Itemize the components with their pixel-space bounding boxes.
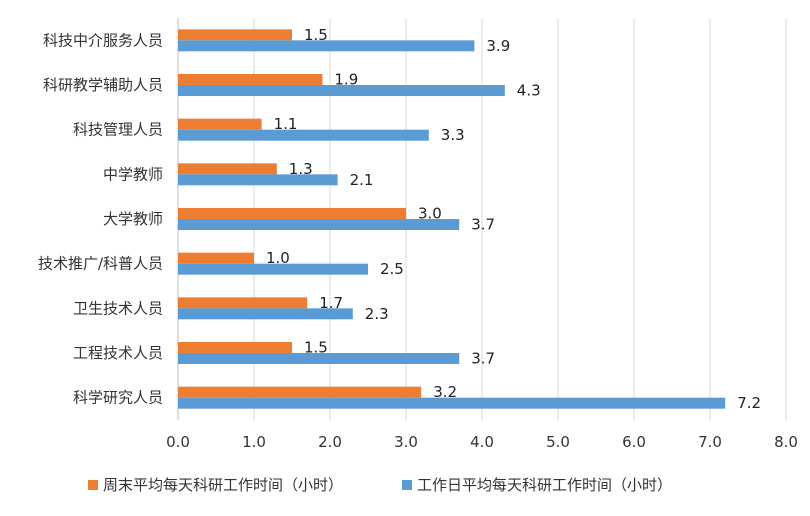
data-label: 3.9 [486, 37, 510, 55]
bar-weekday [178, 397, 726, 409]
bar-weekday [178, 174, 338, 186]
x-tick-label: 3.0 [394, 433, 418, 451]
category-label: 技术推广/科普人员 [38, 255, 163, 273]
bar-weekend [178, 74, 323, 85]
x-tick-label: 5.0 [546, 433, 570, 451]
data-label: 3.7 [471, 216, 495, 234]
bar-weekend [178, 386, 422, 398]
bar-weekday [178, 85, 505, 96]
bar-weekday [178, 129, 429, 141]
x-tick-label: 6.0 [622, 433, 646, 451]
data-label: 1.5 [304, 339, 328, 357]
legend: 周末平均每天科研工作时间（小时） 工作日平均每天科研工作时间（小时） [88, 476, 672, 494]
category-label: 科技管理人员 [73, 121, 163, 139]
data-label: 1.1 [274, 115, 298, 133]
data-label: 1.3 [289, 160, 313, 178]
category-label: 卫生技术人员 [73, 299, 163, 317]
x-tick-label: 1.0 [242, 433, 266, 451]
data-label: 1.7 [319, 294, 343, 312]
data-label: 1.0 [266, 249, 290, 267]
category-label: 科研教学辅助人员 [43, 76, 163, 94]
legend-swatch [402, 480, 412, 490]
bars: 1.5 3.9 1.9 4.3 1.1 3.3 1.3 2.1 3.0 3.7 1.0 2.5 1.7 2… [178, 26, 761, 412]
bar-weekend [178, 208, 406, 219]
category-label: 科技中介服务人员 [43, 31, 163, 49]
category-label: 中学教师 [103, 165, 163, 183]
bar-weekend [178, 252, 254, 264]
x-tick-labels: 0.0 1.0 2.0 3.0 4.0 5.0 6.0 7.0 8.0 [166, 433, 798, 451]
bar-weekday [178, 263, 368, 275]
bar-weekday [178, 219, 460, 230]
data-label: 2.1 [350, 171, 374, 189]
data-label: 1.9 [334, 71, 358, 89]
category-label: 工程技术人员 [73, 344, 163, 362]
bar-weekday [178, 40, 475, 52]
data-label: 2.5 [380, 260, 404, 278]
legend-label: 周末平均每天科研工作时间（小时） [103, 476, 343, 494]
data-label: 7.2 [737, 394, 761, 412]
data-label: 2.3 [365, 305, 389, 323]
data-label: 3.7 [471, 350, 495, 368]
bar-weekday [178, 308, 353, 320]
x-tick-label: 4.0 [470, 433, 494, 451]
x-tick-label: 0.0 [166, 433, 190, 451]
bar-weekend [178, 342, 292, 353]
bar-weekday [178, 353, 460, 364]
bar-weekend [178, 297, 308, 309]
x-tick-label: 2.0 [318, 433, 342, 451]
category-label: 大学教师 [103, 210, 163, 228]
bar-weekend [178, 118, 262, 130]
bar-weekend [178, 163, 277, 175]
category-labels: 科技中介服务人员科研教学辅助人员科技管理人员中学教师大学教师技术推广/科普人员卫… [38, 31, 163, 406]
legend-label: 工作日平均每天科研工作时间（小时） [417, 476, 672, 494]
data-label: 4.3 [517, 82, 541, 100]
x-tick-label: 8.0 [774, 433, 798, 451]
x-tick-label: 7.0 [698, 433, 722, 451]
data-label: 3.3 [441, 126, 465, 144]
data-label: 3.2 [433, 383, 457, 401]
data-label: 3.0 [418, 205, 442, 223]
legend-swatch [88, 480, 98, 490]
category-label: 科学研究人员 [73, 389, 163, 407]
data-label: 1.5 [304, 26, 328, 44]
bar-weekend [178, 29, 292, 41]
